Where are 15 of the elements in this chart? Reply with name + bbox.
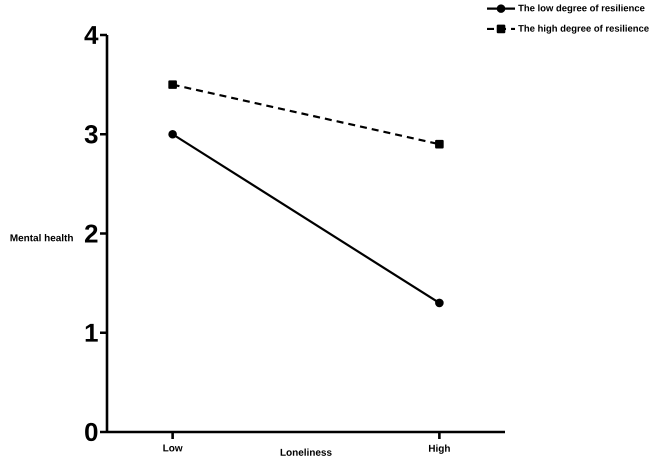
y-tick-label: 2 bbox=[84, 224, 98, 243]
point bbox=[168, 130, 177, 139]
point bbox=[435, 298, 444, 308]
y-tick-label: 3 bbox=[84, 125, 98, 144]
y-tick-label: 1 bbox=[86, 324, 98, 342]
x-tick-label: Low bbox=[163, 444, 183, 452]
point bbox=[168, 80, 177, 89]
y-tick-label: 4 bbox=[84, 26, 98, 44]
y-tick-label: 0 bbox=[85, 422, 98, 442]
x-tick-label: High bbox=[428, 444, 450, 454]
x-axis-title: Loneliness bbox=[280, 448, 332, 456]
legend-label: The high degree of resilience bbox=[518, 24, 649, 34]
legend-label: The low degree of resilience bbox=[518, 4, 645, 14]
y-axis-title: Mental health bbox=[10, 234, 73, 242]
point bbox=[435, 140, 444, 148]
